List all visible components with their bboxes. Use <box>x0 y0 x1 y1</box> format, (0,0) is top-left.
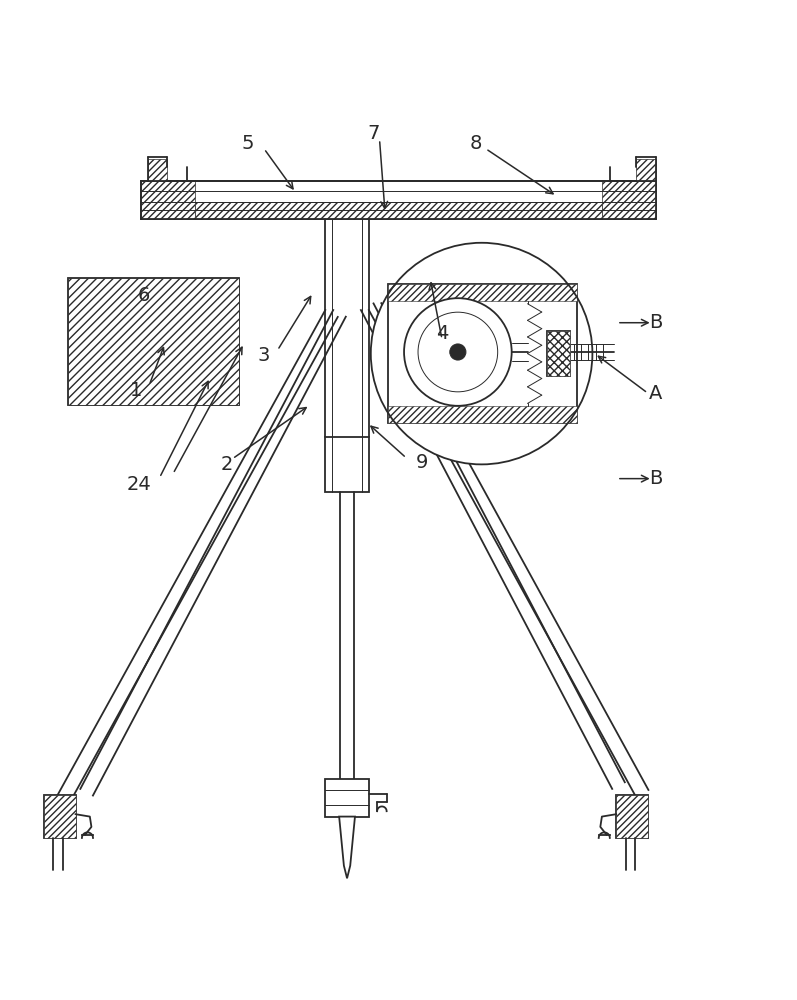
Text: B: B <box>649 313 662 332</box>
Text: 1: 1 <box>130 381 142 400</box>
Bar <box>325 437 369 492</box>
Bar <box>388 406 576 423</box>
Bar <box>388 284 576 423</box>
Bar <box>616 795 648 838</box>
Text: 4: 4 <box>436 324 448 343</box>
Text: 7: 7 <box>367 124 379 143</box>
Polygon shape <box>340 817 355 878</box>
Bar <box>388 284 576 301</box>
Bar <box>141 181 656 219</box>
Bar <box>332 219 363 437</box>
Text: B: B <box>649 469 662 488</box>
Circle shape <box>450 344 466 360</box>
Bar <box>44 795 76 838</box>
Bar <box>616 795 648 838</box>
Text: 2: 2 <box>221 455 233 474</box>
Text: 24: 24 <box>127 475 151 494</box>
Text: 5: 5 <box>241 134 254 153</box>
Bar <box>147 159 167 181</box>
Text: 8: 8 <box>470 134 482 153</box>
Bar <box>195 202 602 219</box>
Bar <box>636 159 656 181</box>
Bar <box>602 181 656 219</box>
Bar <box>547 331 570 376</box>
Circle shape <box>371 243 592 464</box>
Bar <box>69 278 238 405</box>
Bar <box>69 278 238 405</box>
Bar <box>141 181 195 219</box>
Text: A: A <box>649 384 662 403</box>
Bar <box>325 779 369 817</box>
Circle shape <box>404 298 512 406</box>
Bar <box>44 795 76 838</box>
Text: 9: 9 <box>416 453 429 472</box>
Text: 3: 3 <box>257 346 270 365</box>
Text: 6: 6 <box>137 286 150 305</box>
Bar <box>547 331 570 376</box>
